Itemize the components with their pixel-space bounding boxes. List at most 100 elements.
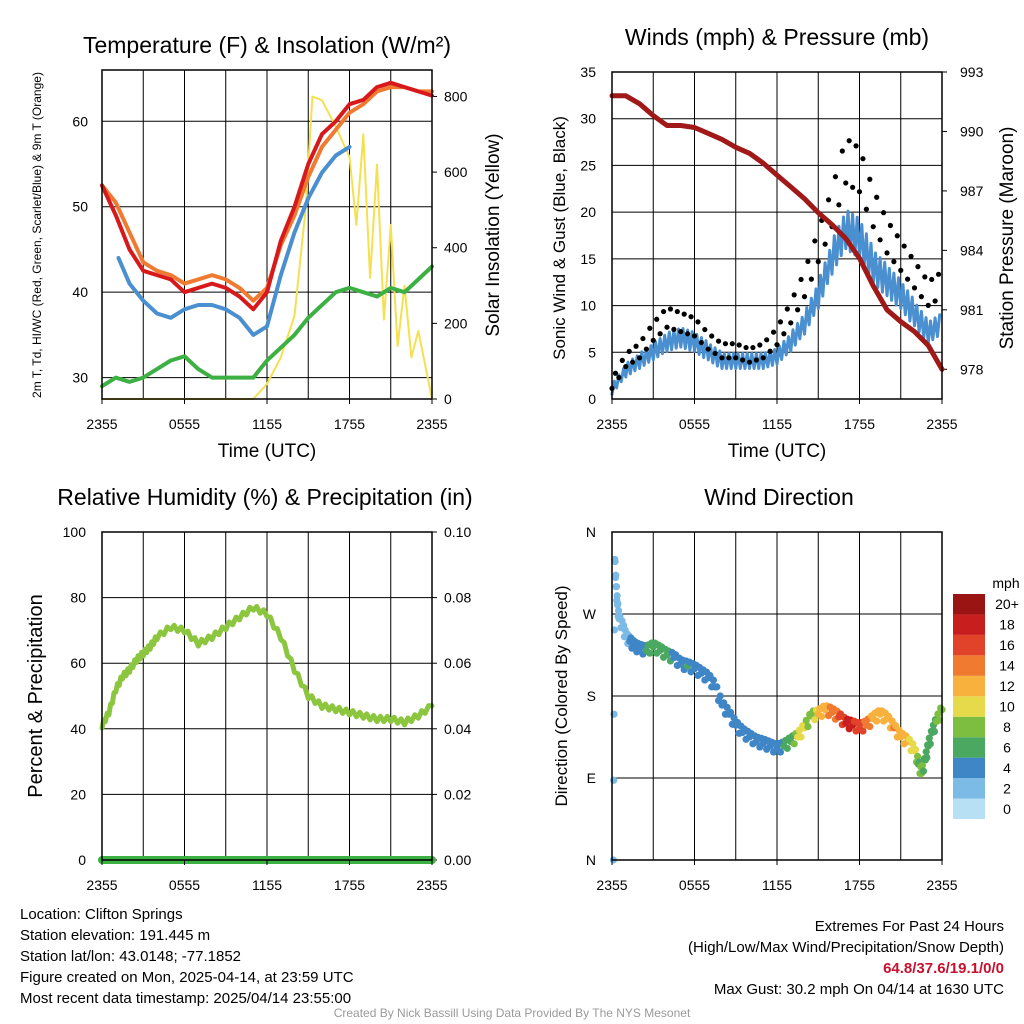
gust-point	[650, 337, 656, 343]
y-tick-label: N	[586, 524, 596, 540]
gust-point	[880, 210, 887, 216]
y2-tick-label: 0.04	[444, 721, 471, 737]
direction-point	[919, 767, 928, 775]
extremes-legend: (High/Low/Max Wind/Precipitation/Snow De…	[688, 939, 1004, 956]
colorbar-label: 10	[999, 699, 1015, 715]
colorbar-swatch	[953, 798, 985, 819]
humidity-panel: 0 20 40 60 80 100 0.00 0.02 0.04 0.06 0.08 0.10 2355…	[25, 484, 473, 893]
y2-tick-label: 0.02	[444, 786, 471, 802]
colorbar-label: 20+	[995, 596, 1019, 612]
y2-tick-label: 984	[960, 242, 984, 258]
gust-point	[709, 333, 715, 339]
gust-point	[884, 250, 890, 256]
gust-point	[726, 355, 732, 361]
chart-title: Wind Direction	[704, 484, 854, 510]
y2-axis-label: Solar Insolation (Yellow)	[483, 133, 504, 336]
x-tick-label: 0555	[679, 877, 710, 893]
x-tick-label: 2355	[596, 877, 627, 893]
gust-point	[856, 189, 863, 195]
gust-point	[729, 341, 735, 347]
gust-point	[781, 331, 787, 337]
y-tick-label: 15	[580, 251, 596, 267]
gust-point	[654, 316, 660, 322]
direction-point	[918, 761, 927, 770]
gust-point	[643, 346, 649, 352]
extremes-values: 64.8/37.6/19.1/0/0	[883, 960, 1004, 977]
gust-point	[630, 359, 636, 365]
gust-point	[702, 326, 708, 333]
direction-point	[790, 740, 798, 748]
x-axis-label: Time (UTC)	[728, 441, 827, 462]
gust-point	[633, 343, 639, 349]
direction-point	[926, 740, 934, 748]
series-line-3	[116, 144, 352, 337]
gust-point	[911, 285, 918, 291]
gust-point	[846, 138, 852, 144]
x-tick-label: 2355	[596, 416, 627, 432]
gust-point	[691, 333, 698, 339]
y2-tick-label: 990	[960, 123, 984, 139]
y-tick-label: S	[587, 688, 596, 704]
colorbar-swatch	[953, 594, 985, 615]
gust-point	[695, 319, 701, 325]
y-tick-label: 60	[70, 655, 86, 671]
gust-point	[746, 359, 753, 365]
y-tick-label: 0	[588, 391, 596, 407]
gust-point	[740, 357, 746, 363]
y-tick-label: 30	[580, 111, 596, 127]
gust-point	[935, 271, 942, 277]
chart-title: Relative Humidity (%) & Precipitation (i…	[57, 484, 472, 510]
y-tick-label: 25	[580, 157, 596, 173]
direction-point	[922, 748, 930, 756]
gust-point	[836, 202, 842, 208]
gust-point	[812, 238, 818, 244]
direction-point	[873, 717, 881, 725]
gust-point	[887, 222, 894, 229]
direction-point	[913, 752, 922, 760]
gust-point	[619, 357, 625, 363]
gust-point	[791, 292, 797, 298]
gust-point	[801, 294, 808, 300]
direction-point	[612, 571, 620, 579]
gust-point	[681, 311, 687, 317]
gust-point	[929, 276, 935, 283]
gust-point	[636, 355, 643, 361]
gust-point	[626, 348, 632, 354]
colorbar-swatch	[953, 757, 985, 779]
direction-point	[909, 740, 917, 748]
gust-point	[863, 206, 869, 212]
direction-point	[811, 716, 819, 724]
direction-point	[713, 683, 721, 691]
colorbar-swatch	[953, 778, 985, 799]
y-tick-label: 35	[580, 64, 596, 80]
gust-point	[867, 176, 873, 182]
y2-tick-label: 981	[960, 302, 984, 318]
y-tick-label: W	[583, 606, 597, 622]
gust-point	[932, 298, 938, 304]
wind-speed-line	[610, 209, 942, 396]
y-tick-label: E	[587, 770, 596, 786]
direction-point	[911, 745, 920, 754]
x-tick-label: 1155	[252, 877, 282, 893]
gust-point	[805, 258, 811, 265]
y-axis-label: Percent & Precipitation	[25, 594, 47, 797]
gust-point	[616, 374, 622, 381]
gust-point	[853, 143, 859, 149]
x-tick-label: 0555	[679, 416, 710, 432]
gust-point	[808, 276, 814, 282]
speed-colorbar: mph 0 2 4 6 8 10 12 14 16 18 20+	[953, 575, 1020, 819]
gust-point	[660, 308, 667, 315]
direction-point	[804, 722, 812, 731]
gust-point	[623, 363, 629, 370]
y-axis-label: Sonic Wind & Gust (Blue, Black)	[550, 116, 569, 360]
gust-point	[874, 194, 880, 200]
y-tick-label: 40	[70, 721, 86, 737]
series-line-0	[100, 80, 434, 312]
y-tick-label: 80	[70, 590, 86, 606]
direction-point	[613, 592, 621, 600]
colorbar-label: 0	[1003, 801, 1011, 817]
y2-tick-label: 0.00	[444, 852, 471, 868]
gust-point	[891, 259, 897, 265]
x-tick-label: 0555	[169, 416, 200, 432]
